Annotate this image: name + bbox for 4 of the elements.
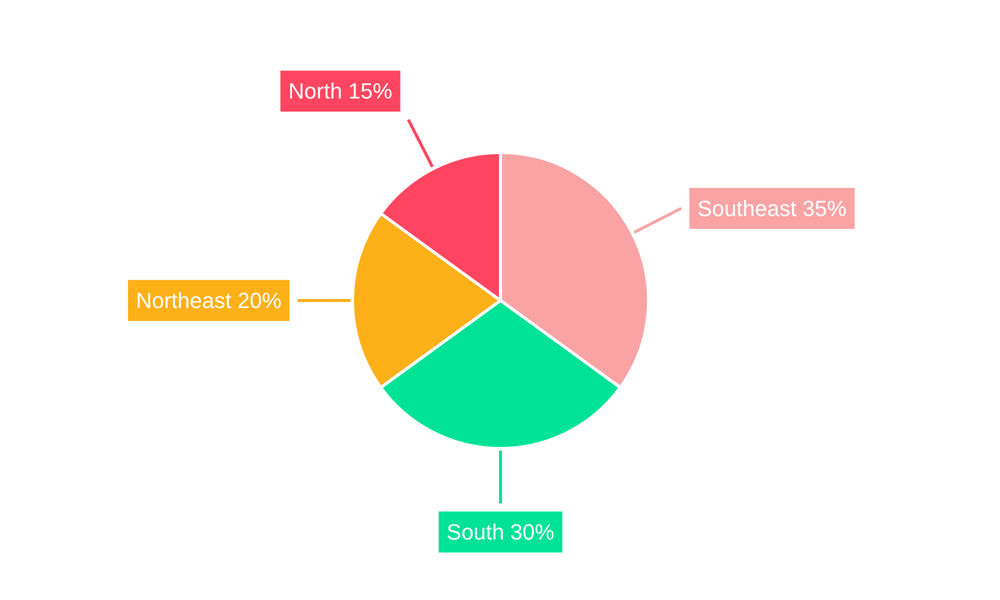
slice-label: South 30% [446, 520, 554, 544]
slice-label: Southeast 35% [697, 196, 847, 221]
slice-label: Northeast 20% [136, 288, 282, 313]
slice-label: North 15% [288, 78, 392, 104]
